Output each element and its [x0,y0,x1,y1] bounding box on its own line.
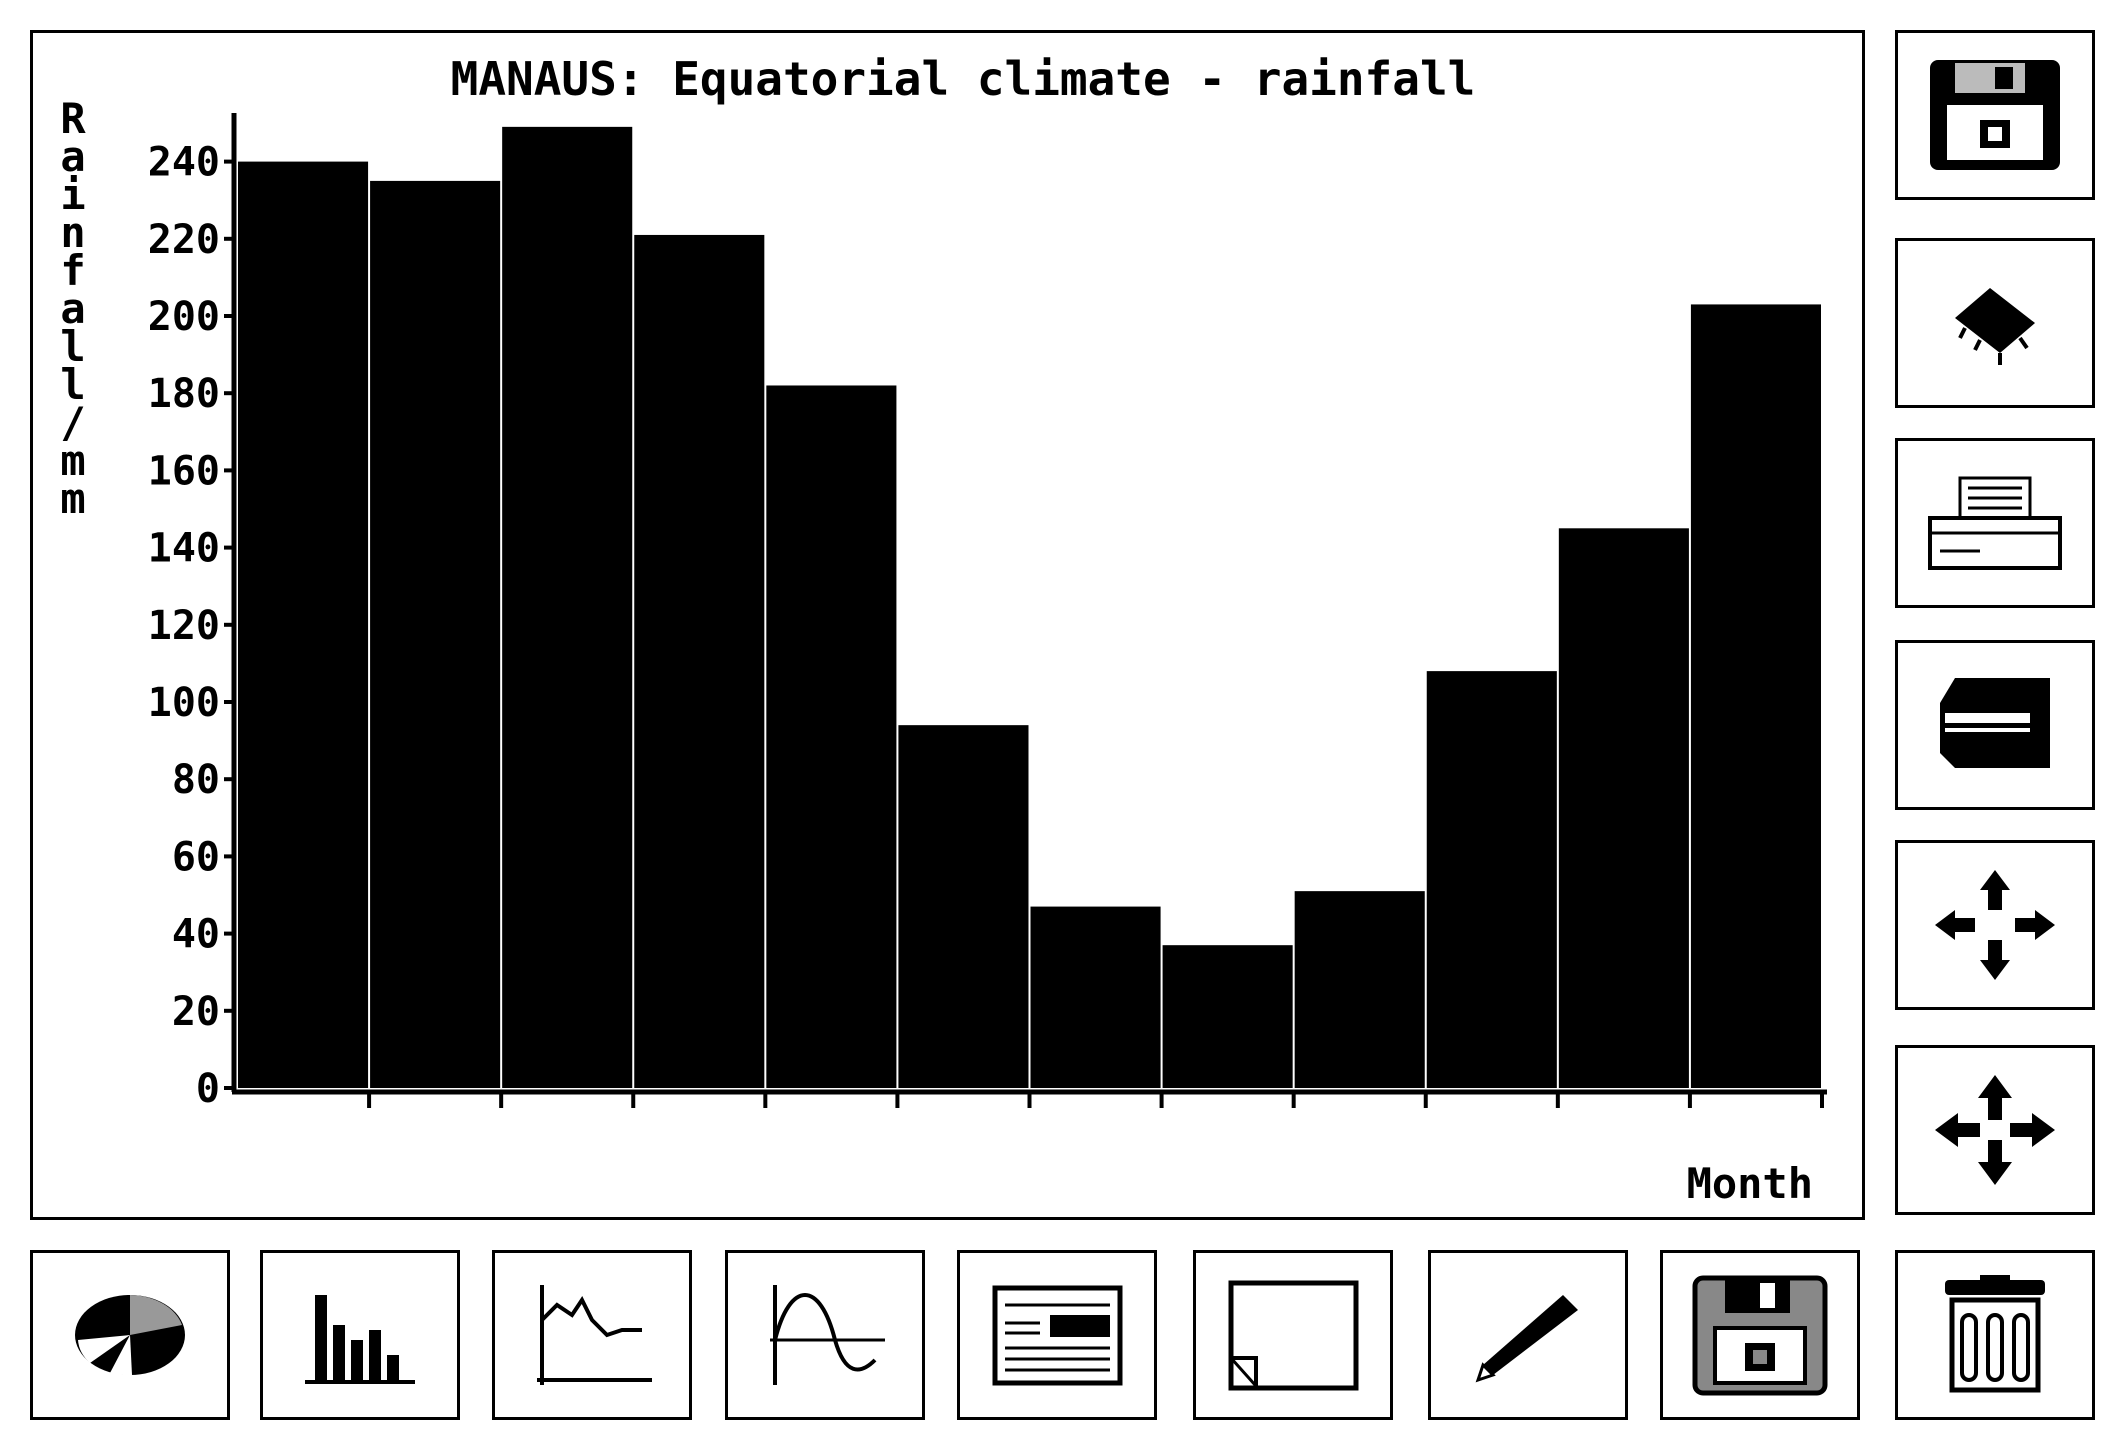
y-tick-label: 40 [172,912,220,958]
y-tick-label: 140 [148,526,220,572]
text-document-icon [992,1285,1122,1385]
bar-chart-button[interactable] [260,1250,460,1420]
y-ticks-group: 0 20 40 60 80 100 120 140 160 180 200 220 240 [148,140,234,1112]
curve-graph-button[interactable] [725,1250,925,1420]
bar-4 [634,234,765,1088]
pie-chart-icon [75,1295,185,1376]
y-tick-label: 120 [148,603,220,649]
resize-arrows-icon [1935,1075,2055,1185]
bar-8 [1162,945,1293,1088]
bar-chart-icon [305,1295,415,1384]
floppy-disk-icon [1692,1275,1828,1395]
bar-11 [1558,528,1689,1088]
pie-chart-button[interactable] [30,1250,230,1420]
curve-graph-icon [770,1285,885,1385]
y-tick-label: 180 [148,371,220,417]
x-axis-label: Month [1687,1159,1813,1208]
y-tick-label: 160 [148,448,220,494]
save-button[interactable] [1895,30,2095,200]
text-document-button[interactable] [957,1250,1157,1420]
y-tick-label: 100 [148,680,220,726]
trash-button[interactable] [1895,1250,2095,1420]
y-tick-label: 200 [148,294,220,340]
line-graph-button[interactable] [492,1250,692,1420]
chart-title: MANAUS: Equatorial climate - rainfall [451,52,1476,106]
bar-3 [502,126,633,1089]
blank-page-icon [1228,1280,1358,1390]
chip-button[interactable] [1895,238,2095,408]
y-tick-label: 20 [172,989,220,1035]
bar-5 [766,385,897,1089]
trash-can-icon [1945,1275,2045,1393]
plotter-icon [1940,677,2050,768]
y-tick-label: 80 [172,757,220,803]
pencil-button[interactable] [1428,1250,1628,1420]
move-button[interactable] [1895,840,2095,1010]
pencil-icon [1475,1295,1578,1383]
floppy-disk-button[interactable] [1660,1250,1860,1420]
bar-10 [1426,671,1557,1088]
plotter-button[interactable] [1895,640,2095,810]
bar-6 [898,725,1029,1088]
y-tick-label: 220 [148,217,220,263]
y-tick-label: 60 [172,834,220,880]
blank-page-button[interactable] [1193,1250,1393,1420]
resize-button[interactable] [1895,1045,2095,1215]
bar-2 [370,180,501,1088]
chip-icon [1955,288,2035,365]
move-arrows-icon [1935,870,2055,980]
save-disk-icon [1930,60,2060,170]
bar-1 [238,161,369,1089]
print-button[interactable] [1895,438,2095,608]
bars-group [238,126,1821,1089]
printer-icon [1928,476,2062,570]
line-graph-icon [537,1285,652,1385]
bar-7 [1030,906,1161,1088]
bar-9 [1294,891,1425,1088]
x-ticks-group [367,1092,1824,1108]
bar-12 [1690,304,1821,1088]
y-tick-label: 0 [196,1066,220,1112]
y-tick-label: 240 [148,140,220,186]
